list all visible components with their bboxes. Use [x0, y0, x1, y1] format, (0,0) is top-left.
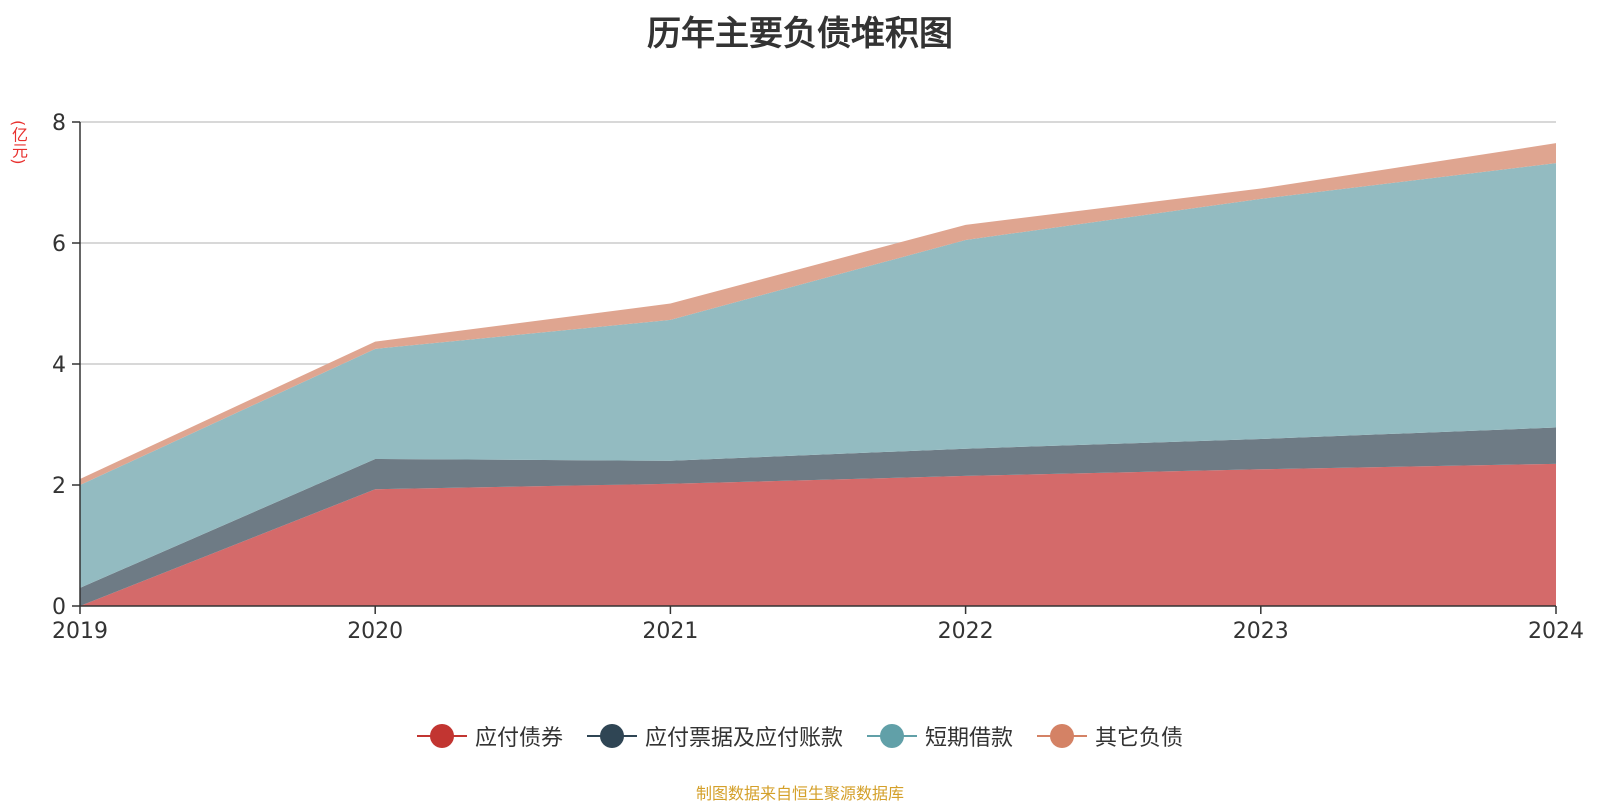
x-tick-label: 2019 — [52, 619, 108, 644]
area-其它负债[interactable] — [80, 143, 1556, 486]
legend: 应付债券 应付票据及应付账款 短期借款 其它负债 — [0, 720, 1600, 752]
legend-label: 其它负债 — [1095, 726, 1184, 751]
legend-marker-icon — [416, 723, 467, 749]
x-tick-label: 2021 — [642, 619, 698, 644]
legend-item[interactable]: 应付债券 — [416, 720, 563, 752]
source-note: 制图数据来自恒生聚源数据库 — [695, 784, 904, 803]
y-tick-label: 6 — [52, 232, 66, 257]
x-tick-label: 2022 — [938, 619, 994, 644]
legend-item[interactable]: 应付票据及应付账款 — [586, 720, 843, 752]
axes: 0 2 4 6 8 2019 2020 2021 2022 2023 2024 — [52, 111, 1584, 644]
area-短期借款[interactable] — [80, 163, 1556, 588]
y-tick-label: 2 — [52, 474, 66, 499]
legend-marker-icon — [867, 723, 917, 749]
y-tick-label: 0 — [52, 595, 66, 620]
legend-label: 应付票据及应付账款 — [644, 726, 843, 751]
area-series — [80, 143, 1556, 606]
legend-label: 应付债券 — [474, 726, 563, 751]
legend-item[interactable]: 其它负债 — [1037, 720, 1183, 752]
x-tick-label: 2020 — [347, 619, 403, 644]
area-应付债券[interactable] — [80, 463, 1556, 606]
y-tick-label: 4 — [52, 353, 66, 378]
legend-item[interactable]: 短期借款 — [867, 720, 1013, 752]
y-axis-unit: (亿元) — [9, 120, 28, 165]
x-tick-label: 2023 — [1233, 619, 1289, 644]
x-tick-label: 2024 — [1528, 619, 1584, 644]
y-tick-label: 8 — [52, 111, 66, 136]
legend-label: 短期借款 — [925, 726, 1014, 751]
chart-title: 历年主要负债堆积图 — [647, 14, 953, 54]
legend-marker-icon — [1037, 723, 1088, 749]
legend-marker-icon — [586, 723, 637, 749]
area-应付票据及应付账款[interactable] — [80, 427, 1556, 606]
